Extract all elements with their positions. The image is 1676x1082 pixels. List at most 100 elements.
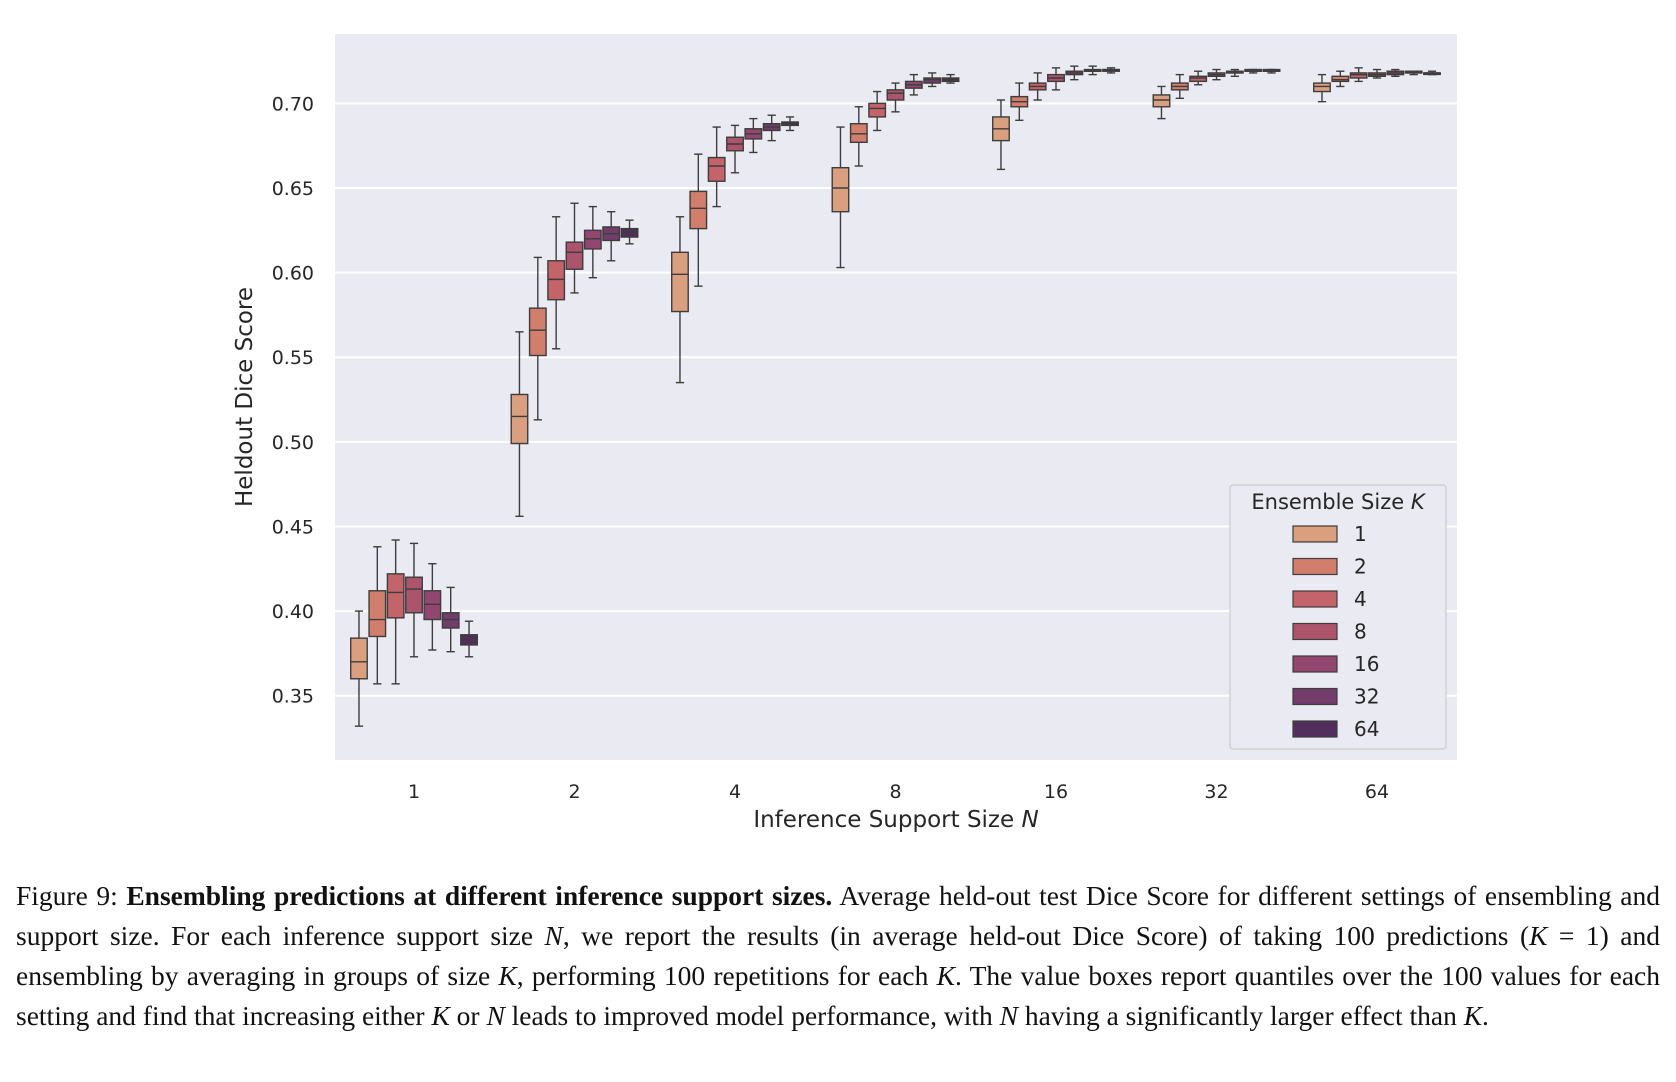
box-1-k8: [405, 542, 423, 658]
legend-title: Ensemble Size K: [1251, 490, 1426, 514]
legend-frame: [1229, 484, 1447, 750]
caption-run: K: [431, 1000, 450, 1031]
box-4-k4: [707, 126, 726, 208]
caption-run: N: [999, 1000, 1018, 1031]
box-4-k8: [726, 124, 744, 174]
caption-run: Ensembling predictions at different infe…: [126, 880, 833, 911]
box-iqr: [1189, 75, 1208, 83]
y-axis-label: Heldout Dice Score: [232, 287, 258, 507]
box-8-k64: [941, 73, 960, 84]
box-64-k32: [1404, 70, 1423, 76]
box-4-k32: [762, 114, 781, 142]
box-1-k16: [423, 562, 442, 651]
legend-swatch: [1292, 525, 1338, 543]
box-32-k4: [1189, 70, 1208, 86]
y-tick-label: 0.70: [272, 93, 314, 115]
legend-label: 2: [1354, 555, 1367, 579]
legend-label: 1: [1354, 522, 1367, 546]
y-tick-label: 0.45: [272, 516, 314, 538]
caption-run: Average held-out test Dice Score for dif…: [16, 880, 1660, 951]
box-64-k4: [1349, 67, 1368, 83]
box-32-k1: [1152, 85, 1171, 120]
box-8-k8: [886, 82, 905, 113]
caption-run: N: [544, 920, 563, 951]
box-8-k4: [868, 90, 887, 132]
y-tick-label: 0.35: [272, 686, 314, 708]
box-16-k16: [1065, 65, 1084, 81]
box-4-k16: [744, 117, 763, 154]
x-tick-label: 64: [1365, 781, 1389, 803]
boxplot-chart: 0.35 0.40 0.45 0.50 0.55 0.60 0.65 0.70 1 2 4 8 16 3…: [232, 34, 1457, 833]
y-tick-label: 0.55: [272, 347, 314, 369]
caption-run: = 1) and ensembling by averaging in grou…: [16, 920, 1660, 991]
box-iqr: [405, 576, 423, 614]
box-4-k2: [689, 153, 708, 287]
box-iqr: [423, 590, 442, 621]
x-tick-label: 4: [729, 781, 741, 803]
box-16-k32: [1083, 65, 1102, 76]
box-iqr: [510, 393, 529, 445]
box-32-k2: [1170, 73, 1189, 100]
box-iqr: [368, 590, 387, 638]
box-8-k2: [849, 106, 868, 167]
y-tick-label: 0.50: [272, 432, 314, 454]
x-tick-label: 2: [568, 781, 580, 803]
box-iqr: [583, 229, 602, 250]
box-iqr: [923, 77, 942, 84]
legend-swatch: [1292, 655, 1338, 673]
box-8-k1: [831, 126, 850, 269]
y-tick-label: 0.60: [272, 263, 314, 285]
box-1-k32: [441, 586, 460, 653]
legend-swatch: [1292, 557, 1338, 576]
box-8-k32: [923, 72, 942, 88]
x-axis-label: Inference Support Size N: [753, 807, 1038, 833]
caption-run: N: [486, 1000, 505, 1031]
box-iqr: [689, 190, 708, 230]
box-iqr: [350, 637, 368, 680]
caption-run: K: [1529, 920, 1548, 951]
box-2-k2: [528, 256, 547, 421]
box-2-k8: [565, 202, 584, 294]
caption-run: Figure 9:: [16, 880, 127, 911]
box-iqr: [1331, 75, 1350, 83]
legend: Ensemble Size K 1 2 4 8 16 32 64: [1229, 484, 1447, 750]
box-iqr: [1152, 94, 1171, 108]
legend-swatch: [1292, 720, 1338, 738]
box-iqr: [868, 102, 887, 118]
box-4-k1: [671, 216, 689, 384]
box-64-k2: [1331, 70, 1350, 88]
box-32-k32: [1244, 68, 1263, 74]
box-iqr: [528, 307, 547, 357]
box-32-k16: [1225, 68, 1244, 78]
box-1-k4: [386, 539, 405, 685]
x-tick-label: 16: [1044, 781, 1068, 803]
x-tick-label: 1: [408, 781, 420, 803]
box-iqr: [565, 241, 584, 270]
caption-run: K: [1463, 1000, 1483, 1031]
caption-run: having a significantly larger effect tha…: [1018, 1000, 1464, 1031]
legend-label: 8: [1354, 620, 1367, 644]
box-iqr: [1349, 72, 1368, 79]
box-16-k64: [1102, 67, 1120, 74]
box-iqr: [671, 251, 689, 313]
box-64-k8: [1368, 68, 1386, 79]
box-1-k1: [350, 610, 368, 727]
caption-run: K: [498, 960, 517, 991]
y-tick-label: 0.40: [272, 601, 314, 623]
legend-label: 16: [1354, 652, 1379, 676]
box-iqr: [441, 612, 460, 629]
box-16-k2: [1010, 82, 1029, 122]
x-tick-label: 32: [1204, 781, 1228, 803]
box-2-k4: [547, 216, 566, 350]
box-4-k64: [781, 116, 799, 132]
x-tick-label: 8: [889, 781, 901, 803]
box-32-k8: [1207, 68, 1226, 81]
box-2-k32: [602, 210, 621, 262]
legend-swatch: [1292, 590, 1338, 608]
caption-run: , performing 100 repetitions for each: [516, 960, 937, 991]
box-32-k64: [1262, 68, 1281, 74]
box-16-k4: [1028, 72, 1047, 101]
figure-caption: Figure 9: Ensembling predictions at diff…: [16, 876, 1660, 1036]
legend-label: 32: [1354, 685, 1379, 709]
box-8-k16: [904, 73, 923, 96]
